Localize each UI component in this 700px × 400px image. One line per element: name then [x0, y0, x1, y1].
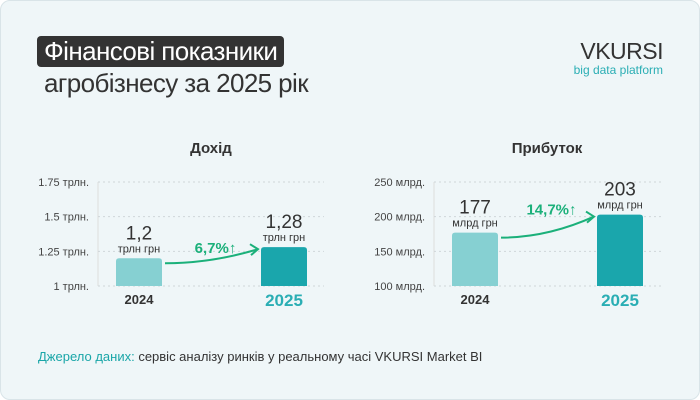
- growth-label: 14,7%↑: [526, 202, 576, 219]
- bar-2024: [116, 258, 162, 286]
- value-label: 177: [459, 198, 491, 219]
- source-label: Джерело даних:: [38, 349, 135, 364]
- logo-name: VKURSI: [580, 38, 663, 64]
- growth-arrow: [164, 248, 259, 265]
- source-text: сервіс аналізу ринків у реальному часі V…: [134, 349, 483, 364]
- arrow-head-icon: [249, 243, 260, 256]
- x-tick-label: 2024: [461, 292, 491, 307]
- unit-label: млрд грн: [597, 200, 643, 212]
- title-line-1: Фінансові показники: [37, 36, 285, 67]
- title-line-2: агробізнесу за 2025 рік: [44, 68, 309, 98]
- y-tick-label: 1.25 трлн.: [38, 246, 89, 258]
- y-tick-label: 250 млрд.: [374, 177, 425, 189]
- growth-label: 6,7%↑: [195, 240, 237, 257]
- x-tick-label: 2025: [601, 291, 639, 310]
- value-label: 1,2: [126, 223, 152, 244]
- chart-title: Дохід: [190, 140, 232, 157]
- value-label: 1,28: [266, 212, 303, 233]
- chart-1: Прибуток 100 млрд. 150 млрд. 200 млрд. 250 м…: [374, 140, 661, 310]
- y-tick-label: 1 трлн.: [53, 281, 89, 293]
- logo-tagline: big data platform: [573, 63, 663, 77]
- y-tick-label: 1.75 трлн.: [38, 177, 89, 189]
- bar-2024: [452, 232, 498, 286]
- y-tick-label: 200 млрд.: [374, 212, 425, 224]
- y-tick-label: 1.5 трлн.: [44, 212, 89, 224]
- unit-label: трлн грн: [118, 243, 161, 255]
- vkursi-logo: VKURSI big data platform: [573, 38, 664, 77]
- value-label: 203: [604, 180, 636, 201]
- chart-title: Прибуток: [512, 140, 583, 157]
- bar-2025: [261, 247, 307, 286]
- y-tick-label: 150 млрд.: [374, 246, 425, 258]
- bar-2025: [597, 214, 643, 286]
- data-source: Джерело даних: сервіс аналізу ринків у р…: [38, 349, 482, 364]
- chart-0: Дохід 1 трлн. 1.25 трлн. 1.5 трлн. 1.75 трлн…: [38, 140, 324, 310]
- unit-label: трлн грн: [263, 232, 306, 244]
- growth-arrow: [500, 215, 595, 239]
- arrow-head-icon: [585, 210, 596, 224]
- unit-label: млрд грн: [452, 218, 498, 230]
- x-tick-label: 2025: [265, 291, 303, 310]
- y-tick-label: 100 млрд.: [374, 281, 425, 293]
- x-tick-label: 2024: [125, 292, 155, 307]
